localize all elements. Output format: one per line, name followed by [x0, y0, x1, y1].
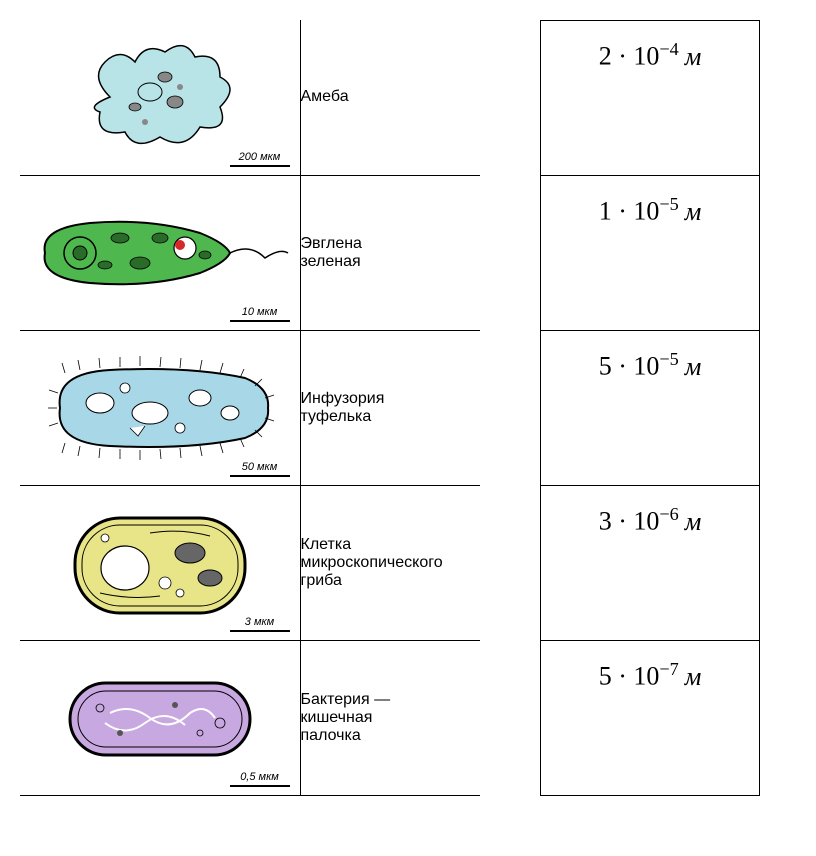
organism-image-cell: 0,5 мкм — [20, 640, 300, 795]
scale-bar: 200 мкм — [230, 151, 290, 167]
organism-image-cell: 10 мкм — [20, 175, 300, 330]
exp: −5 — [659, 349, 678, 369]
values-table: 2 · 10−4м 1 · 10−5м 5 · 10−5м 3 · 10−6м … — [540, 20, 760, 796]
organism-label-cell: Эвгленазеленая — [300, 175, 480, 330]
scale-bar: 0,5 мкм — [230, 771, 290, 787]
coeff: 2 — [599, 42, 612, 71]
value-cell: 5 · 10−7м — [541, 641, 760, 796]
scale-label: 200 мкм — [239, 151, 281, 163]
organism-label: Амеба — [301, 88, 349, 105]
unit: м — [685, 507, 702, 536]
value-cell: 5 · 10−5м — [541, 331, 760, 486]
organism-label: Клеткамикроскопическогогриба — [301, 536, 443, 589]
organism-image-cell: 200 мкм — [20, 20, 300, 175]
unit: м — [685, 352, 702, 381]
organism-label-cell: Амеба — [300, 20, 480, 175]
coeff: 5 — [599, 352, 612, 381]
exp: −7 — [659, 659, 678, 679]
value-cell: 1 · 10−5м — [541, 176, 760, 331]
organism-label: Эвгленазеленая — [301, 235, 362, 270]
exp: −4 — [659, 39, 678, 59]
value-cell: 2 · 10−4м — [541, 21, 760, 176]
scale-bar: 3 мкм — [230, 616, 290, 632]
organism-image-cell: 50 мкм — [20, 330, 300, 485]
scale-label: 10 мкм — [242, 306, 278, 318]
organism-image-cell: 3 мкм — [20, 485, 300, 640]
table-row: 1 · 10−5м — [541, 176, 760, 331]
organism-table: 200 мкм Амеба — [20, 20, 480, 796]
organism-label-cell: Инфузориятуфелька — [300, 330, 480, 485]
scale-bar: 10 мкм — [230, 306, 290, 322]
unit: м — [685, 42, 702, 71]
value-cell: 3 · 10−6м — [541, 486, 760, 641]
coeff: 1 — [599, 197, 612, 226]
table-row: 3 · 10−6м — [541, 486, 760, 641]
organism-label: Бактерия —кишечнаяпалочка — [301, 691, 391, 744]
organism-label: Инфузориятуфелька — [301, 390, 385, 425]
unit: м — [685, 662, 702, 691]
coeff: 5 — [599, 662, 612, 691]
table-row: 0,5 мкм Бактерия —кишечнаяпалочка — [20, 640, 480, 795]
table-row: 200 мкм Амеба — [20, 20, 480, 175]
scale-label: 0,5 мкм — [240, 771, 279, 783]
table-row: 50 мкм Инфузориятуфелька — [20, 330, 480, 485]
exp: −6 — [659, 504, 678, 524]
table-row: 3 мкм Клеткамикроскопическогогриба — [20, 485, 480, 640]
scale-label: 50 мкм — [242, 461, 278, 473]
organism-label-cell: Бактерия —кишечнаяпалочка — [300, 640, 480, 795]
unit: м — [685, 197, 702, 226]
coeff: 3 — [599, 507, 612, 536]
scale-label: 3 мкм — [245, 616, 274, 628]
table-row: 10 мкм Эвгленазеленая — [20, 175, 480, 330]
table-row: 5 · 10−5м — [541, 331, 760, 486]
scale-bar: 50 мкм — [230, 461, 290, 477]
table-row: 5 · 10−7м — [541, 641, 760, 796]
exp: −5 — [659, 194, 678, 214]
table-row: 2 · 10−4м — [541, 21, 760, 176]
organism-label-cell: Клеткамикроскопическогогриба — [300, 485, 480, 640]
